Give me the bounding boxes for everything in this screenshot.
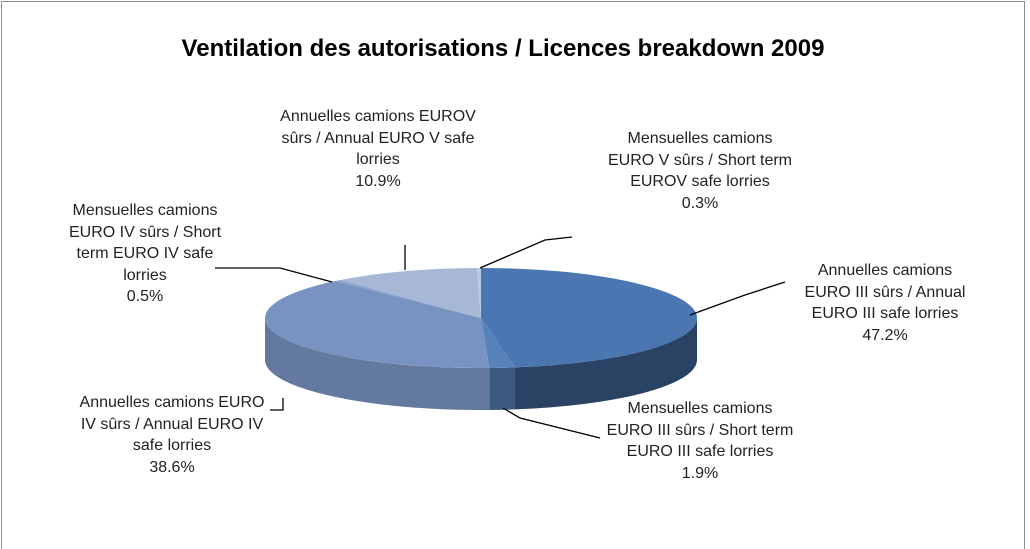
slice-side <box>514 318 697 410</box>
category-label: Annuelles camions EURO IV sûrs / Annual … <box>79 394 265 454</box>
slice-side <box>489 367 515 410</box>
chart-title: Ventilation des autorisations / Licences… <box>181 35 825 62</box>
slice <box>476 268 481 318</box>
value-label: 10.9% <box>355 172 401 190</box>
data-label: Mensuelles camions EURO IV sûrs / Short … <box>63 200 228 308</box>
slice <box>264 281 490 368</box>
leader-lines <box>215 236 786 439</box>
category-label: Annuelles camions EUROV sûrs / Annual EU… <box>280 108 476 168</box>
slice-side <box>265 318 490 410</box>
data-label: Annuelles camions EUROV sûrs / Annual EU… <box>278 106 478 192</box>
slice <box>340 268 481 318</box>
value-label: 1.9% <box>681 464 719 482</box>
category-label: Annuelles camions EURO III sûrs / Annual… <box>804 262 966 322</box>
data-label: Mensuelles camions EURO V sûrs / Short t… <box>605 128 795 214</box>
pie <box>264 268 698 410</box>
leader-line <box>502 407 601 439</box>
data-label: Annuelles camions EURO III sûrs / Annual… <box>795 260 975 346</box>
slice <box>481 318 515 368</box>
value-label: 0.3% <box>681 194 719 212</box>
value-label: 38.6% <box>149 458 195 476</box>
leader-line <box>689 281 786 316</box>
data-label: Annuelles camions EURO IV sûrs / Annual … <box>72 392 272 478</box>
category-label: Mensuelles camions EURO III sûrs / Short… <box>606 400 794 460</box>
leader-line <box>270 398 284 411</box>
category-label: Mensuelles camions EURO V sûrs / Short t… <box>607 130 793 190</box>
value-label: 47.2% <box>862 326 908 344</box>
leader-line <box>479 236 573 269</box>
leader-line <box>215 267 333 283</box>
data-label: Mensuelles camions EURO III sûrs / Short… <box>605 398 795 484</box>
slice <box>481 268 698 368</box>
slice <box>335 280 481 318</box>
category-label: Mensuelles camions EURO IV sûrs / Short … <box>68 202 222 284</box>
value-label: 0.5% <box>126 288 164 305</box>
